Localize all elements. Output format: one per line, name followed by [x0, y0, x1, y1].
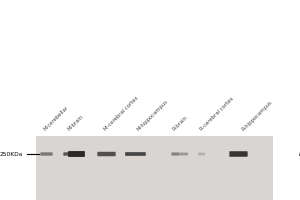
- Text: M-cerebral cortex: M-cerebral cortex: [103, 96, 140, 132]
- Text: R-hippocampus: R-hippocampus: [241, 100, 273, 132]
- Bar: [36, 136, 273, 200]
- Text: MAP-2: MAP-2: [298, 151, 300, 157]
- FancyBboxPatch shape: [135, 152, 146, 156]
- FancyBboxPatch shape: [63, 152, 72, 156]
- FancyBboxPatch shape: [97, 152, 116, 156]
- FancyBboxPatch shape: [68, 151, 85, 157]
- FancyBboxPatch shape: [171, 152, 180, 156]
- FancyBboxPatch shape: [125, 152, 136, 156]
- Text: R-brain: R-brain: [172, 115, 189, 132]
- Text: R-cerebral cortex: R-cerebral cortex: [199, 96, 235, 132]
- Text: M-hippocampus: M-hippocampus: [136, 99, 169, 132]
- Text: 250KDa: 250KDa: [0, 152, 23, 156]
- Text: M-brain: M-brain: [67, 114, 85, 132]
- Text: M-cerebellar: M-cerebellar: [43, 105, 70, 132]
- FancyBboxPatch shape: [40, 152, 53, 156]
- FancyBboxPatch shape: [180, 153, 188, 155]
- FancyBboxPatch shape: [230, 151, 248, 157]
- FancyBboxPatch shape: [198, 153, 205, 155]
